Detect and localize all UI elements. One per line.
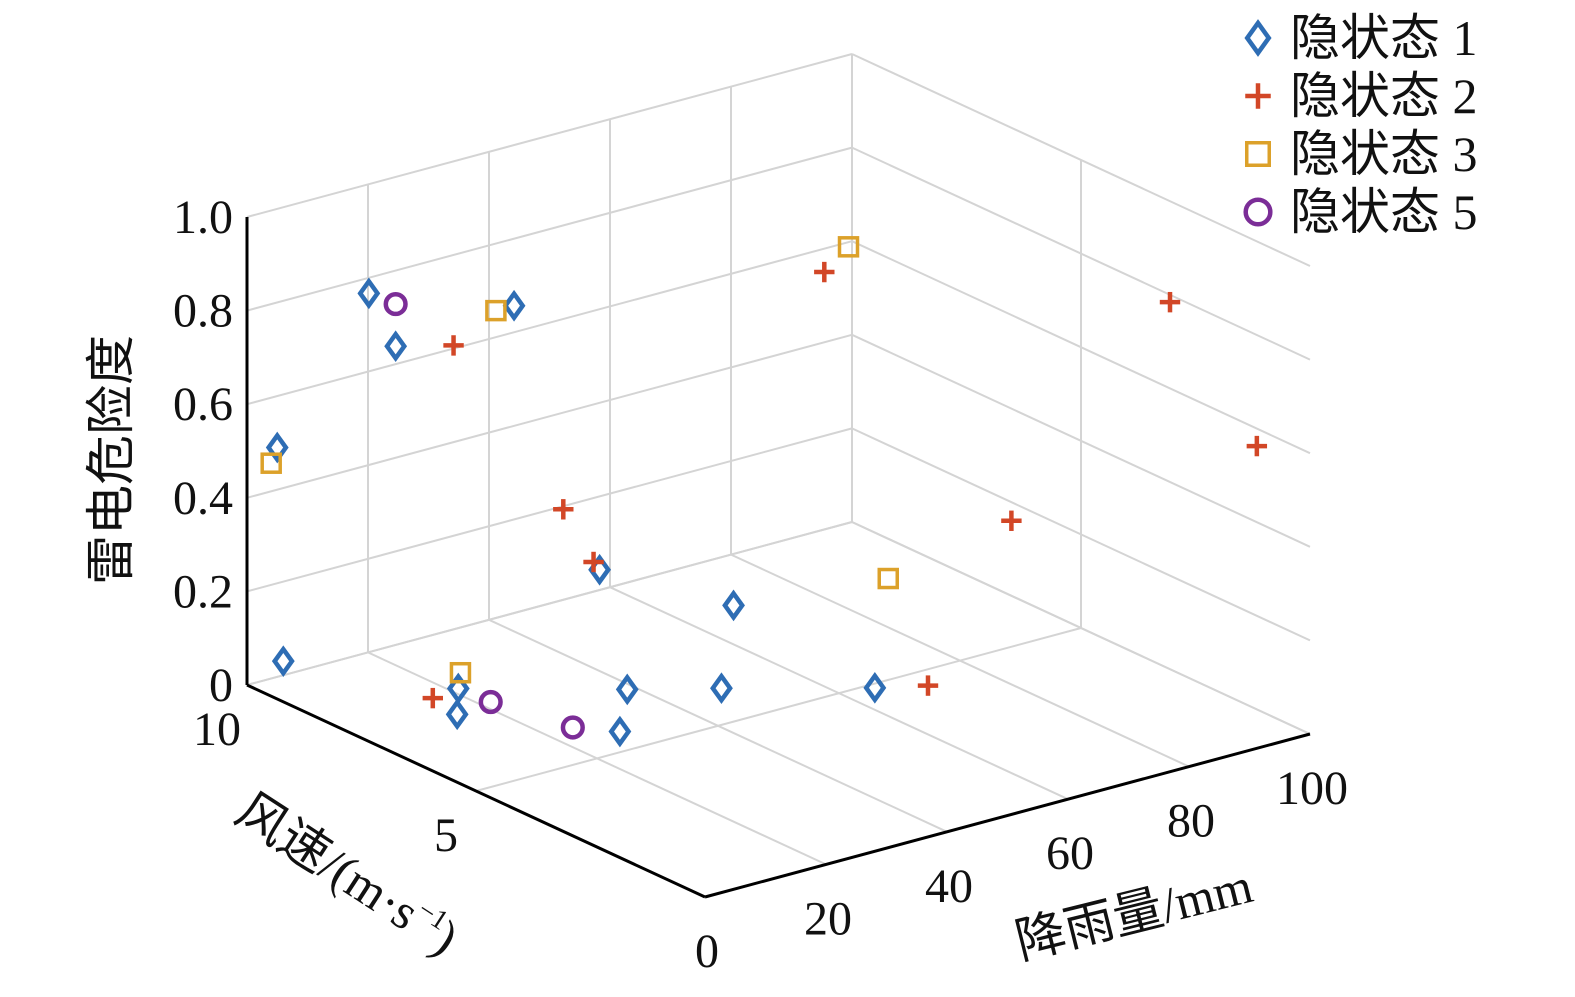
x-axis-line bbox=[704, 732, 1311, 899]
gridline bbox=[475, 627, 1082, 792]
data-point bbox=[383, 292, 408, 317]
legend-marker bbox=[1245, 141, 1271, 167]
y-axis-label: 风速/(m·s−1) bbox=[226, 782, 468, 966]
data-point bbox=[502, 289, 526, 322]
gridline bbox=[246, 333, 853, 499]
legend-label: 隐状态 5 bbox=[1290, 184, 1478, 240]
z-tick-label: 1.0 bbox=[173, 191, 233, 244]
data-point bbox=[443, 335, 464, 356]
data-point bbox=[271, 645, 295, 678]
y-tick-label: 5 bbox=[434, 809, 458, 862]
z-axis-label: 雷电危险度 bbox=[83, 335, 139, 585]
axes bbox=[245, 217, 1311, 899]
legend-item: 隐状态 5 bbox=[1243, 184, 1478, 240]
z-tick-label: 0 bbox=[209, 659, 233, 712]
x-tick-label: 0 bbox=[695, 925, 719, 978]
data-point bbox=[877, 567, 899, 590]
data-point bbox=[560, 715, 585, 740]
legend-marker bbox=[1244, 19, 1272, 57]
legend-item: 隐状态 1 bbox=[1244, 10, 1478, 66]
y-axis-label-main: 风速/(m·s bbox=[226, 782, 429, 941]
legend-marker bbox=[1243, 197, 1273, 227]
data-point bbox=[445, 698, 469, 731]
series-1 bbox=[265, 277, 887, 748]
y-axis-line bbox=[246, 683, 706, 899]
grid bbox=[246, 53, 1311, 898]
legend-marker bbox=[1245, 83, 1271, 109]
z-tick-label: 0.8 bbox=[173, 285, 233, 338]
series-4 bbox=[383, 292, 585, 740]
data-point bbox=[814, 261, 835, 283]
data-point bbox=[478, 689, 503, 715]
legend-label: 隐状态 2 bbox=[1290, 68, 1478, 124]
x-tick-label: 40 bbox=[925, 860, 973, 913]
x-tick-label: 100 bbox=[1276, 762, 1348, 815]
data-point bbox=[553, 499, 574, 520]
gridline bbox=[246, 521, 853, 686]
data-point bbox=[422, 687, 443, 709]
gridline bbox=[246, 240, 853, 406]
z-tick-label: 0.4 bbox=[173, 472, 233, 525]
legend-item: 隐状态 2 bbox=[1245, 68, 1478, 124]
data-point bbox=[1246, 435, 1268, 457]
z-tick-label: 0.6 bbox=[173, 378, 233, 431]
data-points bbox=[260, 236, 1268, 748]
gridline bbox=[246, 146, 853, 312]
data-point bbox=[384, 330, 408, 363]
data-point bbox=[863, 671, 887, 704]
data-point bbox=[449, 661, 472, 684]
data-point bbox=[485, 299, 507, 322]
x-tick-label: 60 bbox=[1046, 827, 1094, 880]
legend-item: 隐状态 3 bbox=[1245, 126, 1478, 182]
z-tick-label: 0.2 bbox=[173, 565, 233, 618]
gridline bbox=[246, 53, 853, 218]
data-point bbox=[710, 672, 733, 705]
series-2 bbox=[422, 261, 1268, 709]
data-point bbox=[917, 675, 939, 696]
tick-labels: 0 0.2 0.4 0.6 0.8 1.0 0 20 40 60 80 100 5 10 bbox=[173, 191, 1348, 978]
data-point bbox=[357, 277, 381, 310]
data-point bbox=[608, 715, 632, 748]
series-3 bbox=[260, 236, 899, 684]
legend-label: 隐状态 1 bbox=[1290, 10, 1478, 66]
data-point bbox=[265, 431, 289, 464]
y-tick-label: 10 bbox=[193, 703, 241, 756]
data-point bbox=[1001, 510, 1022, 531]
data-point bbox=[583, 551, 604, 573]
legend-label: 隐状态 3 bbox=[1290, 126, 1478, 182]
data-point bbox=[1159, 291, 1181, 313]
data-point bbox=[837, 236, 860, 258]
data-point bbox=[615, 673, 639, 706]
x-tick-label: 20 bbox=[804, 892, 852, 945]
gridline bbox=[246, 427, 853, 593]
x-tick-label: 80 bbox=[1167, 795, 1215, 848]
data-point bbox=[722, 589, 745, 622]
data-point bbox=[260, 452, 282, 474]
